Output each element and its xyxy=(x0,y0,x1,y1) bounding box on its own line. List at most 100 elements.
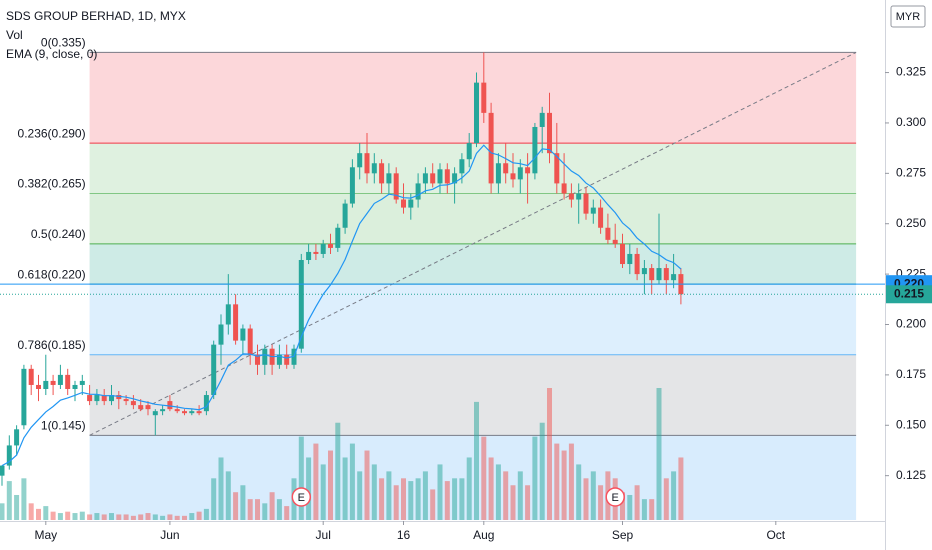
volume-bar xyxy=(576,464,582,520)
candle-body xyxy=(605,227,611,240)
volume-bar xyxy=(262,503,268,520)
candle-body xyxy=(14,429,20,446)
candle-body xyxy=(627,253,633,265)
volume-bar xyxy=(561,450,567,520)
volume-bar xyxy=(590,471,596,520)
volume-bar xyxy=(437,464,443,520)
fib-band xyxy=(89,435,857,520)
candle-body xyxy=(437,169,443,184)
earnings-marker xyxy=(605,487,625,507)
candle-body xyxy=(474,82,479,144)
ema-legend: EMA (9, close, 0) xyxy=(6,47,97,61)
candle-body xyxy=(539,112,545,127)
volume-bar xyxy=(371,464,377,520)
x-tick-label: Jun xyxy=(160,528,179,542)
volume-bar xyxy=(415,478,421,520)
volume-bar xyxy=(510,485,516,520)
candle-body xyxy=(612,239,618,244)
volume-bar xyxy=(474,401,479,520)
volume-legend: Vol xyxy=(6,28,23,42)
candle-body xyxy=(160,409,166,412)
currency[interactable]: MYR xyxy=(896,11,921,23)
candle-body xyxy=(634,253,640,275)
candle-body xyxy=(109,395,114,402)
candle-body xyxy=(503,163,509,174)
x-tick-label: Jul xyxy=(316,528,331,542)
candle-body xyxy=(459,159,465,174)
volume-bar xyxy=(57,513,63,520)
volume-bar xyxy=(671,471,677,520)
y-tick-label: 0.300 xyxy=(896,115,926,129)
fib-trend-line xyxy=(89,51,857,436)
candle-body xyxy=(116,395,122,400)
candle-body xyxy=(371,163,377,174)
x-tick-label: Sep xyxy=(612,528,634,542)
candle-body xyxy=(364,153,370,174)
candle-body xyxy=(138,405,144,410)
volume-bar xyxy=(79,511,85,520)
volume-bar xyxy=(481,436,487,520)
volume-bar xyxy=(50,511,56,520)
candle-body xyxy=(87,395,93,402)
y-tick-label: 0.200 xyxy=(896,317,926,331)
candle-body xyxy=(211,344,217,396)
candle-body xyxy=(262,348,268,365)
candle-body xyxy=(182,411,187,414)
volume-bar xyxy=(306,457,312,520)
volume-bar xyxy=(393,485,399,520)
candle-body xyxy=(583,193,589,214)
volume-bar xyxy=(247,499,253,520)
candle-body xyxy=(50,380,56,385)
volume-bar xyxy=(452,478,458,520)
currency-box[interactable] xyxy=(890,5,926,28)
volume-bar xyxy=(233,492,239,520)
volume-bar xyxy=(401,478,406,520)
y-tick-label: 0.175 xyxy=(896,367,926,381)
volume-bar xyxy=(240,485,246,520)
earnings-label: E xyxy=(612,492,619,504)
candle-body xyxy=(349,167,355,204)
candle-body xyxy=(57,374,63,385)
candle-body xyxy=(510,173,516,180)
candle-body xyxy=(43,380,49,389)
candle-body xyxy=(28,368,34,385)
volume-bar xyxy=(109,513,114,520)
candle-body xyxy=(298,260,304,349)
fib-band xyxy=(89,243,857,285)
candle-body xyxy=(393,173,399,200)
candle-body xyxy=(276,354,282,365)
x-tick-label: Oct xyxy=(766,528,785,542)
ema-line xyxy=(1,144,682,467)
volume-bar xyxy=(167,514,173,520)
volume-bar xyxy=(101,514,107,520)
volume-bar xyxy=(466,457,472,520)
candle-body xyxy=(495,163,501,184)
volume-bar xyxy=(678,457,684,520)
volume-bar xyxy=(408,481,414,520)
candle-body xyxy=(401,199,406,208)
volume-bar xyxy=(349,443,355,520)
candle-body xyxy=(255,354,260,365)
candle-body xyxy=(233,304,239,341)
candle-body xyxy=(415,183,421,200)
candle-body xyxy=(525,167,531,174)
candle-body xyxy=(94,395,100,402)
candle-body xyxy=(0,465,5,476)
volume-bar xyxy=(444,481,450,520)
y-tick-label: 0.150 xyxy=(896,417,926,431)
x-tick-label: Aug xyxy=(473,528,494,542)
volume-bar xyxy=(116,514,122,520)
candle-body xyxy=(72,384,78,389)
volume-bar xyxy=(488,457,494,520)
volume-bar xyxy=(495,464,501,520)
y-tick-label: 0.275 xyxy=(896,166,926,180)
candle-body xyxy=(444,169,450,184)
volume-bar xyxy=(6,481,12,520)
volume-bar xyxy=(145,513,151,520)
volume-bar xyxy=(364,450,370,520)
candle-body xyxy=(174,409,180,412)
y-tick-label: 0.250 xyxy=(896,216,926,230)
volume-bar xyxy=(28,503,34,520)
volume-bar xyxy=(503,471,509,520)
volume-bar xyxy=(649,499,655,520)
